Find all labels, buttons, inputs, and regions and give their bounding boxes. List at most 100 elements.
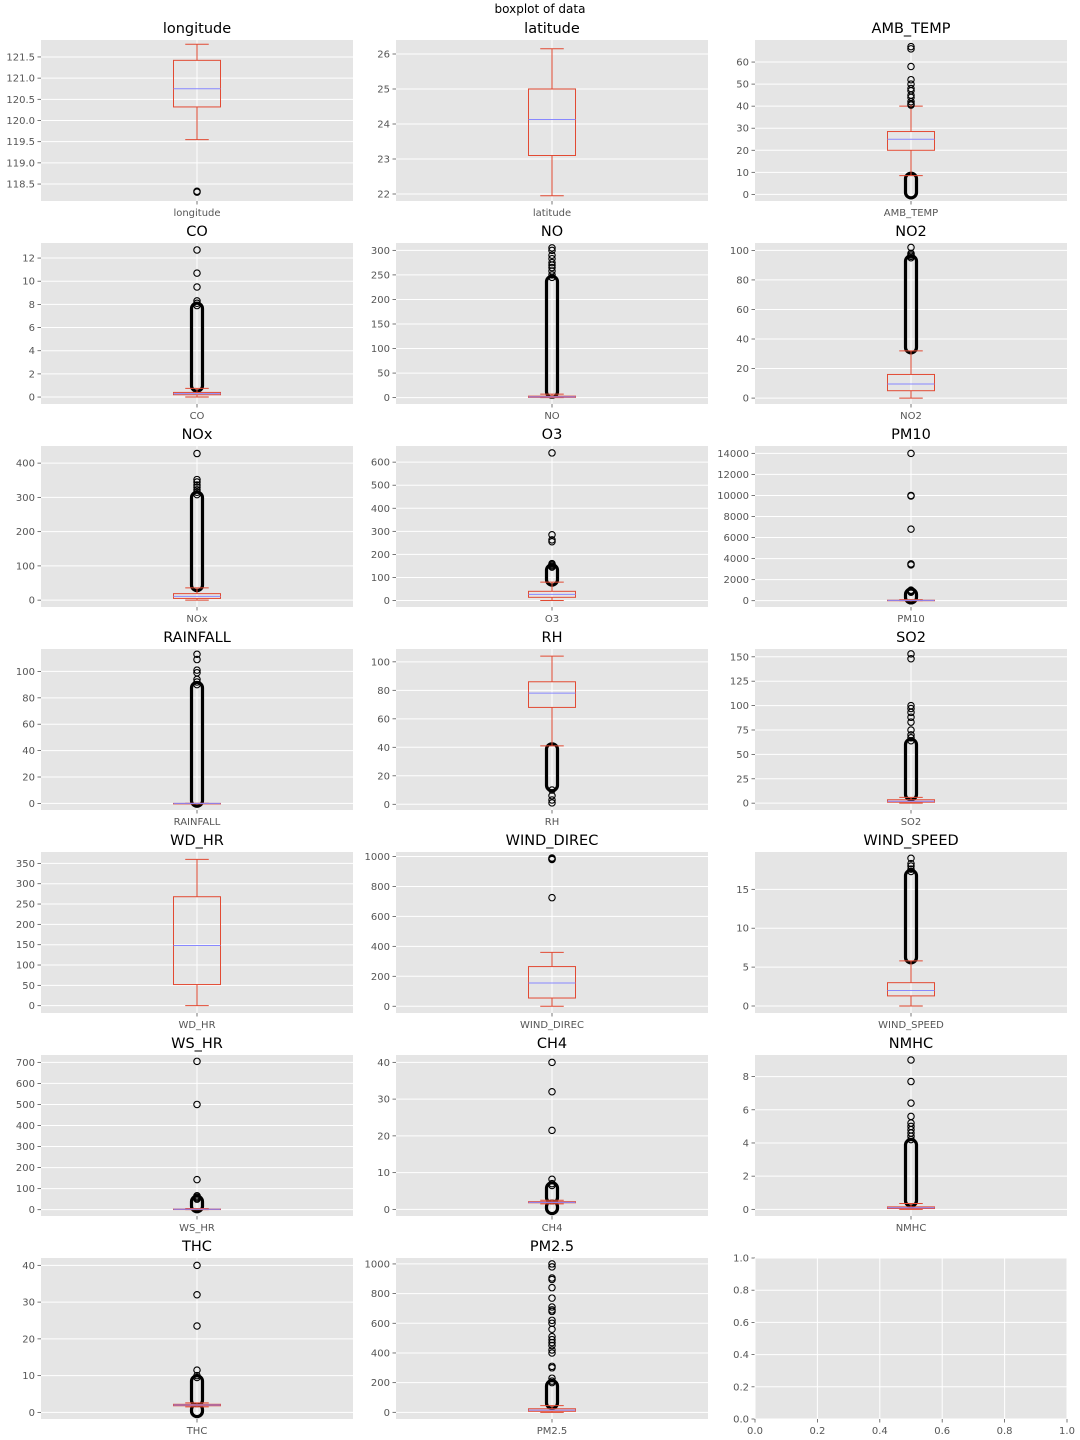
category-label: SO2 <box>901 817 922 828</box>
panel-so2: 0 25 50 75 100 125 150 SO2 SO2 <box>730 630 1067 828</box>
ytick-label: 400 <box>16 459 35 470</box>
ytick-label: 100 <box>16 667 35 678</box>
panel-title: RAINFALL <box>163 630 231 646</box>
ytick-label: 1.0 <box>733 1254 749 1265</box>
category-label: latitude <box>533 208 571 219</box>
panel-ws-hr: 0 100 200 300 400 500 600 700 WS_HR WS_HR <box>16 1036 353 1234</box>
flier-point <box>193 655 201 664</box>
flier-point <box>193 1291 201 1299</box>
box-iqr <box>528 88 576 156</box>
ytick-label: 121.5 <box>6 52 35 63</box>
xtick-label: 0.6 <box>934 1426 950 1437</box>
flier-point <box>548 786 556 794</box>
flier-point <box>548 1294 556 1302</box>
flier-point <box>548 1126 556 1135</box>
flier-point <box>548 1378 556 1387</box>
ytick-label: 2 <box>743 1172 749 1183</box>
panel-title: O3 <box>542 427 563 443</box>
category-label: longitude <box>173 208 220 219</box>
flier-point <box>907 704 915 713</box>
category-label: AMB_TEMP <box>884 208 938 219</box>
ytick-label: 0 <box>29 393 35 404</box>
ytick-label: 300 <box>16 1142 35 1153</box>
flier-point <box>193 1175 201 1184</box>
ytick-label: 0 <box>29 1001 35 1012</box>
flier-point <box>193 1100 201 1109</box>
flier-point <box>193 1322 201 1330</box>
ytick-label: 100 <box>730 246 749 257</box>
ytick-label: 80 <box>377 686 390 697</box>
flier-point <box>193 678 201 686</box>
ytick-label: 50 <box>736 80 749 91</box>
ytick-label: 20 <box>377 771 390 782</box>
flier-point <box>548 271 556 279</box>
category-label: CO <box>190 411 205 422</box>
ytick-label: 20 <box>736 146 749 157</box>
panel-title: NOx <box>182 427 213 443</box>
flier-point <box>907 718 915 726</box>
ytick-label: 120.0 <box>6 116 35 127</box>
ytick-label: 100 <box>371 657 390 668</box>
ytick-label: 20 <box>377 1131 390 1142</box>
ytick-label: 0.2 <box>733 1382 749 1393</box>
ytick-label: 0 <box>743 1205 749 1216</box>
flier-point <box>193 675 201 684</box>
ytick-label: 0 <box>384 1408 390 1419</box>
flier-point <box>193 481 201 489</box>
ytick-label: 75 <box>736 725 749 736</box>
flier-point <box>907 1077 915 1086</box>
flier-point <box>907 734 915 742</box>
panel-title: WS_HR <box>171 1036 223 1052</box>
xtick-label: 0.2 <box>809 1426 825 1437</box>
ytick-label: 80 <box>736 275 749 286</box>
flier-point <box>548 1316 556 1325</box>
ytick-label: 200 <box>371 972 390 983</box>
ytick-label: 40 <box>736 335 749 346</box>
flier-point <box>548 251 556 260</box>
ytick-label: 0.6 <box>733 1318 749 1329</box>
panel-title: WIND_DIREC <box>506 833 599 849</box>
category-label: PM2.5 <box>537 1426 568 1437</box>
flier-point <box>907 75 915 84</box>
flier-point <box>548 796 556 804</box>
flier-point <box>548 563 556 571</box>
ytick-label: 30 <box>22 1298 35 1309</box>
ytick-label: 300 <box>371 527 390 538</box>
flier-point <box>907 101 915 109</box>
flier-point <box>548 1364 556 1372</box>
category-label: PM10 <box>897 614 924 625</box>
ytick-label: 12 <box>22 254 35 265</box>
ytick-label: 4 <box>29 346 35 357</box>
category-label: WD_HR <box>178 1020 215 1031</box>
ytick-label: 4 <box>743 1138 749 1149</box>
flier-point <box>548 1088 556 1096</box>
flier-point <box>193 246 201 254</box>
flier-point <box>907 449 915 458</box>
ytick-label: 14000 <box>717 449 749 460</box>
ytick-label: 12000 <box>717 470 749 481</box>
flier-point <box>907 859 915 868</box>
ytick-label: 40 <box>377 1058 390 1069</box>
flier-point <box>907 98 915 106</box>
ytick-label: 8000 <box>724 512 749 523</box>
ytick-label: 10 <box>22 277 35 288</box>
ytick-label: 100 <box>16 961 35 972</box>
flier-point <box>193 1057 201 1066</box>
panel-wd-hr: 0 50 100 150 200 250 300 350 WD_HR WD_HR <box>16 833 353 1031</box>
flier-point <box>193 299 201 307</box>
ytick-label: 0 <box>29 1205 35 1216</box>
flier-point <box>193 478 201 486</box>
flier-point <box>548 537 556 546</box>
ytick-label: 0 <box>384 596 390 607</box>
flier-point <box>548 855 556 864</box>
ytick-label: 1000 <box>365 852 390 863</box>
category-label: NO2 <box>900 411 922 422</box>
ytick-label: 200 <box>371 550 390 561</box>
flier-point <box>193 490 201 499</box>
flier-point <box>907 862 915 870</box>
ytick-label: 0 <box>743 190 749 201</box>
flier-point <box>907 588 915 597</box>
flier-point <box>907 62 915 71</box>
panel-title: NO2 <box>895 224 927 240</box>
flier-point <box>548 1260 556 1268</box>
